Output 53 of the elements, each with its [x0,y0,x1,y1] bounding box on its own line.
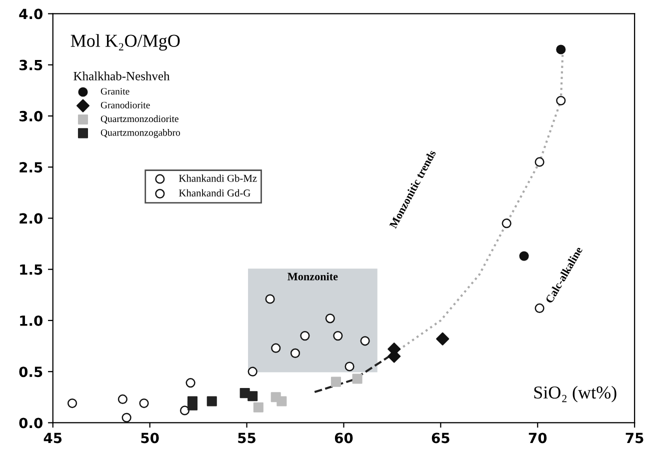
y-tick-label: 1.0 [20,315,42,326]
point [122,412,132,422]
point [139,398,149,408]
x-tick-label: 70 [528,432,547,444]
legend-label: Quartzmonzodiorite [100,115,178,124]
point [325,314,335,324]
x-tick-label: 60 [334,432,353,444]
point [330,376,341,387]
point [187,396,198,406]
legend-title: Khalkhab-Neshveh [74,72,170,80]
point [186,378,196,388]
point [276,396,287,406]
y-tick-label: 3.5 [19,60,42,70]
x-axis-title: SiO₂ (wt%) [534,386,616,402]
legend-label: Khankandi Gd-G [178,189,250,197]
y-tick-label: 2.0 [20,213,42,224]
point [519,251,529,261]
point [333,331,343,341]
point [206,396,217,406]
y-axis-title: Mol K₂O/MgO [70,34,180,51]
legend-label: Quartzmonzogabbro [100,129,180,138]
legend-label: Khankandi Gb-Mz [178,174,257,182]
point [300,331,310,341]
point [265,294,275,304]
y-tick-label: 3.0 [19,110,42,122]
point [271,343,281,353]
band-label: Monzonite [288,272,338,280]
x-tick-label: 55 [238,432,256,444]
y-tick-label: 0.0 [19,418,42,428]
y-tick-label: 0.5 [19,366,42,378]
point [253,402,264,412]
point [352,374,362,384]
legend-label: Granite [100,88,130,95]
point [436,332,450,346]
point [290,348,300,358]
y-tick-label: 4.0 [19,8,42,20]
point [248,366,258,376]
point [556,44,566,54]
point [502,218,512,228]
point [534,157,544,167]
point [360,336,370,346]
x-tick-label: 45 [44,432,62,444]
y-tick-label: 1.5 [20,264,42,275]
point [344,362,354,372]
x-tick-label: 75 [626,432,644,444]
x-tick-label: 50 [141,432,159,444]
point [248,391,258,402]
x-tick-label: 65 [432,432,450,444]
point [556,96,566,106]
y-tick-label: 2.5 [20,162,42,173]
point [534,303,544,313]
point [118,394,128,404]
legend-label: Granodiorite [100,102,150,108]
